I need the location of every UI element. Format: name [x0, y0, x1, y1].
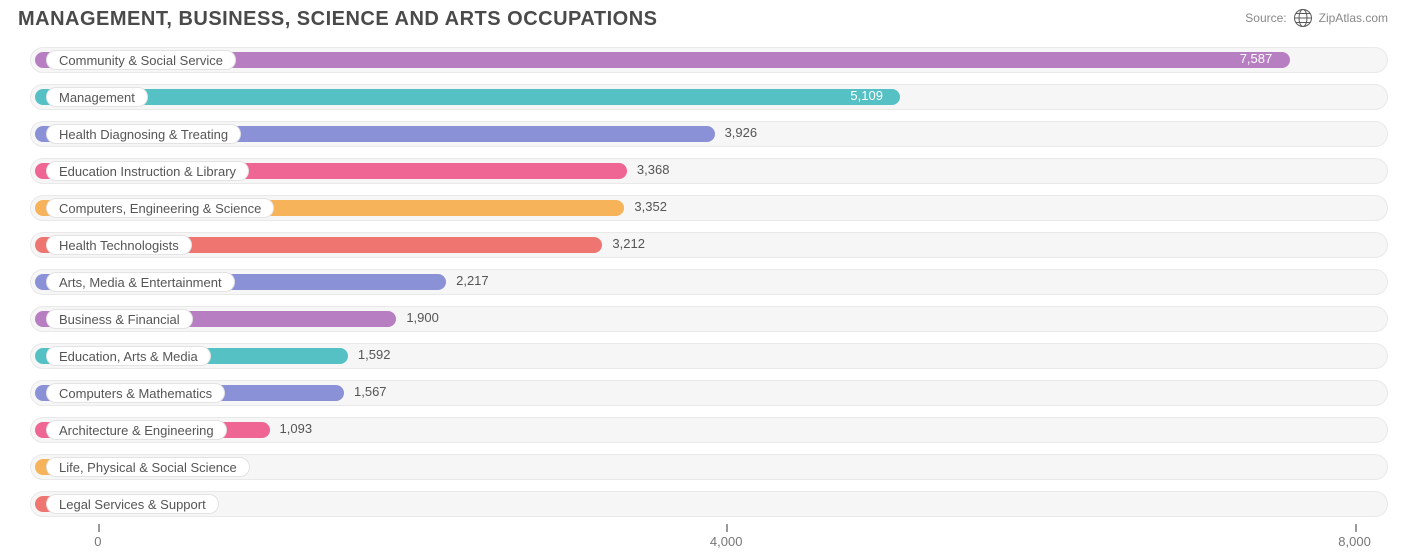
- value-label: 3,352: [634, 199, 667, 214]
- bar-row: Health Technologists 3,212: [18, 228, 1388, 263]
- axis-tick: [726, 524, 728, 532]
- category-label: Computers & Mathematics: [46, 383, 225, 403]
- category-label: Health Diagnosing & Treating: [46, 124, 241, 144]
- globe-grid-icon: [1293, 8, 1313, 28]
- bar-fill: [35, 89, 900, 105]
- bar-track: [30, 491, 1388, 517]
- chart-header: MANAGEMENT, BUSINESS, SCIENCE AND ARTS O…: [0, 0, 1406, 37]
- category-label: Business & Financial: [46, 309, 193, 329]
- category-label: Community & Social Service: [46, 50, 236, 70]
- bar-row: Education Instruction & Library 3,368: [18, 154, 1388, 189]
- category-label: Legal Services & Support: [46, 494, 219, 514]
- category-label: Management: [46, 87, 148, 107]
- value-label: 1,567: [354, 384, 387, 399]
- bar-row: Computers, Engineering & Science 3,352: [18, 191, 1388, 226]
- value-label: 1,592: [358, 347, 391, 362]
- bar-row: Education, Arts & Media 1,592: [18, 339, 1388, 374]
- axis-tick-label: 4,000: [710, 534, 743, 549]
- axis-tick: [1355, 524, 1357, 532]
- axis-tick: [98, 524, 100, 532]
- value-label: 3,212: [612, 236, 645, 251]
- bar-row: Business & Financial 1,900: [18, 302, 1388, 337]
- bar-row: Life, Physical & Social Science692: [18, 450, 1388, 485]
- x-axis: 0 4,000 8,000: [18, 524, 1388, 552]
- category-label: Health Technologists: [46, 235, 192, 255]
- chart-title: MANAGEMENT, BUSINESS, SCIENCE AND ARTS O…: [18, 8, 657, 31]
- bar-row: Computers & Mathematics 1,567: [18, 376, 1388, 411]
- bar-row: Legal Services & Support410: [18, 487, 1388, 522]
- value-label: 1,900: [406, 310, 439, 325]
- value-label: 2,217: [456, 273, 489, 288]
- category-label: Life, Physical & Social Science: [46, 457, 250, 477]
- bar-row: Community & Social Service 7,587: [18, 43, 1388, 78]
- axis-tick-label: 8,000: [1338, 534, 1371, 549]
- source-name: ZipAtlas.com: [1319, 11, 1388, 25]
- value-label: 3,368: [637, 162, 670, 177]
- bar-row: Arts, Media & Entertainment 2,217: [18, 265, 1388, 300]
- bar-row: Management 5,109: [18, 80, 1388, 115]
- value-label: 1,093: [280, 421, 313, 436]
- category-label: Computers, Engineering & Science: [46, 198, 274, 218]
- category-label: Education, Arts & Media: [46, 346, 211, 366]
- bar-row: Architecture & Engineering 1,093: [18, 413, 1388, 448]
- value-label: 5,109: [850, 88, 883, 103]
- chart-plot-area: Community & Social Service 7,587 Managemen…: [0, 37, 1406, 522]
- source-attribution: Source: ZipAtlas.com: [1245, 8, 1388, 28]
- category-label: Education Instruction & Library: [46, 161, 249, 181]
- category-label: Arts, Media & Entertainment: [46, 272, 235, 292]
- bar-row: Health Diagnosing & Treating 3,926: [18, 117, 1388, 152]
- value-label: 3,926: [725, 125, 758, 140]
- category-label: Architecture & Engineering: [46, 420, 227, 440]
- axis-tick-label: 0: [94, 534, 101, 549]
- source-label: Source:: [1245, 11, 1286, 25]
- value-label: 7,587: [1240, 51, 1273, 66]
